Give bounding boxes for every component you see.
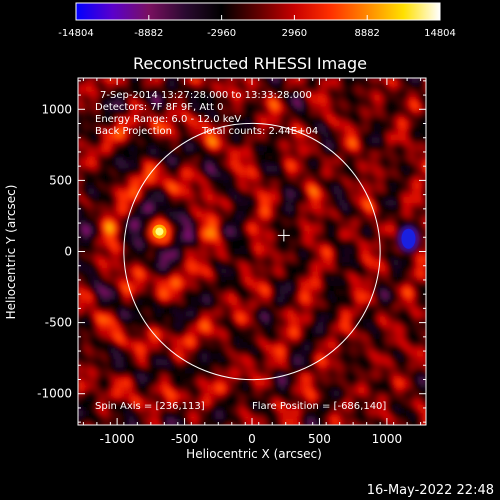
colorbar-tick-label: 14804 <box>424 28 456 39</box>
annotation-method: Back Projection <box>95 126 172 137</box>
x-tick-label: 0 <box>248 432 256 446</box>
heatmap-image <box>78 78 426 425</box>
y-tick-label: -500 <box>45 316 72 330</box>
y-tick-label: 1000 <box>41 102 72 116</box>
annotation-time-range: 7-Sep-2014 13:27:28.000 to 13:33:28.000 <box>100 90 312 101</box>
colorbar-tick-label: -8882 <box>134 28 163 39</box>
spin-axis-label: Spin Axis = [236,113] <box>95 401 205 412</box>
colorbar-tick-label: 2960 <box>282 28 307 39</box>
colorbar-tick-label: -14804 <box>58 28 93 39</box>
y-tick-label: 0 <box>64 245 72 259</box>
sources <box>148 220 420 253</box>
spin-axis-marker <box>277 229 290 242</box>
x-tick-labels: -1000 -500 0 500 1000 <box>100 432 402 446</box>
colorbar-ticks <box>75 15 441 20</box>
plot-area: -1000 -500 0 500 1000 -1000 -500 0 500 1000 <box>37 77 427 446</box>
annotation-detectors: Detectors: 7F 8F 9F, Att 0 <box>95 102 223 113</box>
y-tick-label: 500 <box>49 173 72 187</box>
footer-date: 16-May-2022 22:48 <box>367 483 494 498</box>
y-ticks <box>78 80 426 423</box>
x-tick-label: 1000 <box>372 432 403 446</box>
solar-disk-limb <box>123 122 381 381</box>
colorbar-tick-label: 8882 <box>354 28 379 39</box>
colorbar-tick-label: -2960 <box>207 28 236 39</box>
x-tick-label: -1000 <box>100 432 135 446</box>
x-ticks <box>82 78 422 425</box>
annotation-energy-range: Energy Range: 6.0 - 12.0 keV <box>95 114 241 125</box>
x-tick-label: -500 <box>171 432 198 446</box>
y-tick-label: -1000 <box>37 387 72 401</box>
chart-title: Reconstructed RHESSI Image <box>133 54 367 73</box>
colorbar-tick-labels: -14804 -8882 -2960 2960 8882 14804 <box>58 28 456 39</box>
flare-position-label: Flare Position = [-686,140] <box>252 401 386 412</box>
negative-source-core <box>401 228 416 249</box>
x-tick-label: 500 <box>308 432 331 446</box>
y-tick-labels: -1000 -500 0 500 1000 <box>37 102 72 400</box>
flare-source-peak <box>155 227 164 236</box>
colorbar-bar <box>75 2 441 21</box>
annotations: 7-Sep-2014 13:27:28.000 to 13:33:28.000 … <box>95 90 386 412</box>
annotation-total-counts: Total counts: 2.44E+04 <box>201 126 318 137</box>
x-axis-label: Heliocentric X (arcsec) <box>186 447 322 461</box>
y-axis-label: Heliocentric Y (arcsec) <box>4 185 18 320</box>
colorbar: -14804 -8882 -2960 2960 8882 14804 <box>58 2 456 39</box>
